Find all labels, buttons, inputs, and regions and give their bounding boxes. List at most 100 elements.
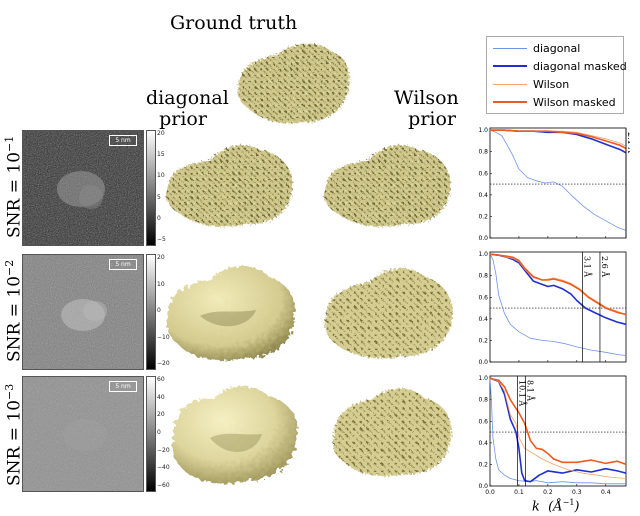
fsc-chart-row1: 0.0 0.2 0.4 0.6 0.8 1.0 2.1 Å <box>478 127 630 242</box>
colorbar-row1 <box>146 130 156 246</box>
fsc-ytick-label: 1.0 <box>478 251 488 258</box>
ground-truth-volume <box>237 43 350 124</box>
fsc-series-diagonal <box>489 254 627 356</box>
colorbar-tick: 20 <box>157 411 165 419</box>
fsc-series-Wilson-masked <box>489 377 627 466</box>
wilson-prior-volume-row3 <box>333 388 452 477</box>
snr-label-row2-exp: −2 <box>3 259 16 276</box>
colorbar-row2 <box>146 254 156 370</box>
fsc-resolution-label: 3.1 Å <box>583 256 592 277</box>
legend-item-diagonal: diagonal <box>493 40 580 56</box>
snr-label-row3-exp: −3 <box>3 383 16 400</box>
legend-label-diagonal: diagonal <box>533 41 581 55</box>
legend-swatch-diagonal <box>493 47 527 49</box>
fsc-series-diagonal-masked <box>489 377 627 483</box>
wilson-prior-volume-row2 <box>325 268 453 359</box>
scale-bar-row3: 5 nm <box>109 381 137 392</box>
colorbar-tick: 5 <box>157 193 161 201</box>
fsc-ytick-label: 1.0 <box>478 127 488 134</box>
diagonal-prior-volume-row2 <box>167 265 296 361</box>
colorbar-tick: 0 <box>157 307 161 314</box>
colorbar-tick: 10 <box>157 172 165 180</box>
fsc-ytick-label: 0.6 <box>478 418 488 425</box>
scale-bar-row1: 5 nm <box>109 135 137 146</box>
fsc-ytick-label: 0.8 <box>478 273 488 280</box>
colorbar-tick: 20 <box>157 130 165 137</box>
fsc-ytick-label: 0.4 <box>478 440 488 447</box>
colorbar-tick: 20 <box>157 254 165 261</box>
legend-label-wilson: Wilson <box>533 77 570 91</box>
fsc-xlabel-exp: −1 <box>562 498 575 507</box>
wilson-prior-title: Wilson prior <box>394 87 459 130</box>
colorbar-tick: 0 <box>157 429 161 436</box>
legend-item-diagonal-masked: diagonal masked <box>493 58 627 74</box>
diagonal-prior-title: diagonal prior <box>146 87 229 130</box>
scale-bar-row2: 5 nm <box>109 259 137 270</box>
fsc-series-diagonal <box>489 129 627 231</box>
legend-swatch-wilson-masked <box>493 101 527 103</box>
fsc-ytick-label: 0.2 <box>478 337 488 344</box>
colorbar-tick: −40 <box>157 464 170 472</box>
fsc-ytick-label: 0.0 <box>478 235 488 242</box>
fsc-ytick-label: 0.6 <box>478 294 488 301</box>
fsc-xtick-label: 0.0 <box>485 489 495 496</box>
snr-label-row1-exp: −1 <box>3 135 16 152</box>
fsc-series-Wilson <box>489 253 627 315</box>
micrograph-row2: 5 nm <box>22 254 144 370</box>
colorbar-tick: 60 <box>157 376 165 383</box>
fsc-xtick-label: 0.2 <box>543 489 553 496</box>
diagonal-prior-volume-row3 <box>172 386 299 484</box>
colorbar-tick: −60 <box>157 482 170 489</box>
fsc-xlabel: k (Å−1) <box>532 498 580 514</box>
fsc-chart-row2: 0.0 0.2 0.4 0.6 0.8 1.0 3.1 Å 2.6 Å <box>478 251 627 366</box>
fsc-xlabel-unit: (Å <box>548 499 563 515</box>
colorbar-tick: −10 <box>157 333 170 341</box>
fsc-plot-frame <box>489 375 627 487</box>
fsc-series-diagonal-masked <box>489 253 627 326</box>
legend-swatch-diagonal-masked <box>493 65 527 67</box>
wilson-prior-volume-row1 <box>324 145 451 227</box>
fsc-ytick-label: 0.2 <box>478 213 488 220</box>
fsc-series-diagonal <box>489 378 626 485</box>
colorbar-tick: −20 <box>157 446 170 454</box>
diagonal-prior-volume-row1 <box>166 145 293 227</box>
fsc-resolution-label: 10.1 Å <box>517 380 526 406</box>
colorbar-tick: 10 <box>157 280 165 288</box>
fsc-series-Wilson <box>489 377 627 479</box>
legend-label-diagonal-masked: diagonal masked <box>533 59 627 73</box>
fsc-xlabel-k: k <box>532 499 540 515</box>
micrograph-row3: 5 nm <box>22 376 144 492</box>
fsc-ytick-label: 0.8 <box>478 149 488 156</box>
legend-item-wilson: Wilson <box>493 76 569 92</box>
colorbar-tick: 40 <box>157 393 165 401</box>
fsc-xtick-label: 0.1 <box>514 489 524 496</box>
colorbar-tick: 15 <box>157 151 165 159</box>
fsc-resolution-label: 8.1 Å <box>526 380 535 401</box>
fsc-ytick-label: 0.4 <box>478 316 488 323</box>
fsc-ytick-label: 0.2 <box>478 461 488 468</box>
fsc-series-Wilson-masked <box>489 253 627 316</box>
fsc-xtick-label: 0.4 <box>601 489 611 496</box>
fsc-resolution-label: 2.6 Å <box>600 256 609 277</box>
diagonal-prior-title-line2: prior <box>159 108 207 130</box>
colorbar-row3 <box>146 376 156 492</box>
legend-swatch-wilson <box>493 83 527 85</box>
micrograph-row1: 5 nm <box>22 130 144 246</box>
fsc-ytick-label: 0.0 <box>478 483 488 490</box>
fsc-xtick-label: 0.3 <box>572 489 582 496</box>
colorbar-tick: 0 <box>157 214 161 222</box>
fsc-ytick-label: 0.4 <box>478 192 488 199</box>
fsc-resolution-label: 2.1 Å <box>626 132 630 153</box>
fsc-xlabel-close: ) <box>574 499 580 515</box>
wilson-prior-title-line1: Wilson <box>394 87 459 109</box>
fsc-legend: diagonal diagonal masked Wilson Wilson m… <box>486 36 627 114</box>
colorbar-tick: −20 <box>157 360 170 367</box>
ground-truth-title: Ground truth <box>170 12 298 34</box>
legend-item-wilson-masked: Wilson masked <box>493 94 616 110</box>
wilson-prior-title-line2: prior <box>408 108 456 130</box>
fsc-ytick-label: 1.0 <box>478 375 488 382</box>
colorbar-tick: −5 <box>157 236 166 243</box>
diagonal-prior-title-line1: diagonal <box>146 87 229 109</box>
fsc-series-Wilson-masked <box>490 129 627 150</box>
